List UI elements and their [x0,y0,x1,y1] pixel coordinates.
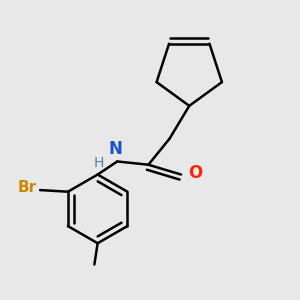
Text: O: O [188,164,203,182]
Text: Br: Br [18,180,37,195]
Text: H: H [94,156,104,170]
Text: N: N [109,140,123,158]
